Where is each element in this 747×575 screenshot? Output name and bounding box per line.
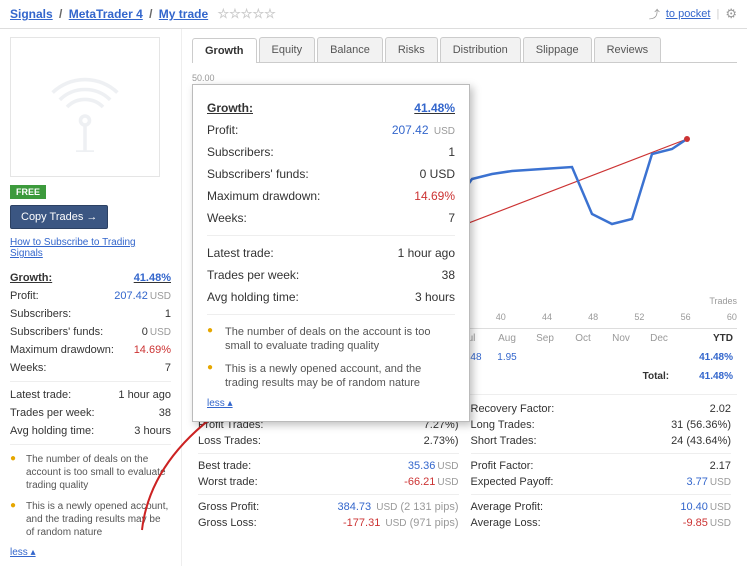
sidebar: FREE Copy Trades → How to Subscribe to T… bbox=[0, 29, 182, 566]
warning-2: This is a newly opened account, and the … bbox=[10, 496, 171, 543]
header: Signals / MetaTrader 4 / My trade ☆☆☆☆☆ … bbox=[0, 0, 747, 29]
tab-balance[interactable]: Balance bbox=[317, 37, 383, 62]
signal-logo bbox=[10, 37, 160, 177]
less-link[interactable]: less ▴ bbox=[10, 547, 36, 558]
share-icon: ⤴ bbox=[649, 6, 660, 22]
to-pocket-link[interactable]: to pocket bbox=[666, 8, 711, 20]
copy-trades-button[interactable]: Copy Trades → bbox=[10, 205, 108, 229]
subscribe-link[interactable]: How to Subscribe to Trading Signals bbox=[10, 237, 171, 259]
tab-growth[interactable]: Growth bbox=[192, 38, 257, 63]
tab-risks[interactable]: Risks bbox=[385, 37, 438, 62]
breadcrumb: Signals / MetaTrader 4 / My trade ☆☆☆☆☆ bbox=[10, 6, 276, 22]
bc-platform[interactable]: MetaTrader 4 bbox=[69, 7, 143, 21]
tab-reviews[interactable]: Reviews bbox=[594, 37, 662, 62]
bc-signals[interactable]: Signals bbox=[10, 7, 53, 21]
stats-popup: Growth:41.48% Profit:207.42 USD Subscrib… bbox=[192, 84, 470, 422]
rating-stars[interactable]: ☆☆☆☆☆ bbox=[218, 6, 276, 21]
gear-icon[interactable]: ⚙ bbox=[725, 6, 737, 22]
popup-warning-2: This is a newly opened account, and the … bbox=[207, 358, 455, 395]
tab-distribution[interactable]: Distribution bbox=[440, 37, 521, 62]
tabs: Growth Equity Balance Risks Distribution… bbox=[192, 37, 737, 63]
free-badge: FREE bbox=[10, 185, 46, 199]
popup-less-link[interactable]: less ▴ bbox=[207, 398, 233, 409]
warning-1: The number of deals on the account is to… bbox=[10, 449, 171, 496]
tab-slippage[interactable]: Slippage bbox=[523, 37, 592, 62]
bc-name[interactable]: My trade bbox=[159, 7, 208, 21]
tab-equity[interactable]: Equity bbox=[259, 37, 316, 62]
popup-warning-1: The number of deals on the account is to… bbox=[207, 321, 455, 358]
